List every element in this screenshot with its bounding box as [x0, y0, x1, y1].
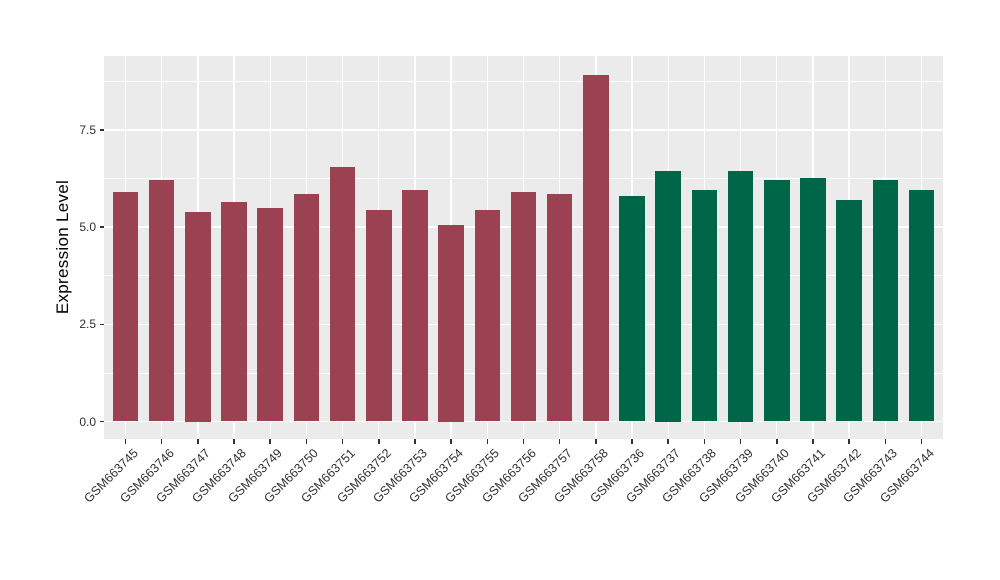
x-tick [812, 439, 814, 444]
x-tick [197, 439, 199, 444]
bar-gsm663751 [329, 166, 356, 422]
bar-gsm663736 [619, 195, 645, 422]
bar-gsm663756 [510, 192, 537, 422]
x-tick [124, 439, 127, 444]
x-tick [920, 439, 923, 444]
x-tick [522, 439, 525, 444]
bar-gsm663748 [221, 201, 247, 422]
x-tick [233, 439, 235, 444]
x-tick [558, 439, 561, 444]
x-tick [341, 439, 344, 444]
x-tick [305, 439, 308, 444]
y-tick [99, 226, 104, 228]
bar-gsm663740 [764, 180, 790, 422]
x-tick [450, 439, 452, 444]
y-tick [99, 323, 104, 326]
x-tick [776, 439, 778, 444]
bar-gsm663747 [185, 211, 211, 422]
bar-gsm663739 [727, 170, 754, 422]
bar-gsm663738 [691, 190, 718, 422]
x-tick [703, 439, 706, 444]
bar-gsm663749 [257, 207, 283, 422]
bar-gsm663752 [366, 209, 392, 422]
x-tick [884, 439, 887, 444]
bar-gsm663753 [402, 190, 428, 422]
x-tick [667, 439, 669, 444]
bar-gsm663743 [872, 180, 899, 422]
bar-gsm663745 [112, 192, 139, 422]
bar-gsm663742 [836, 199, 862, 422]
bar-gsm663741 [800, 178, 826, 422]
bar-gsm663750 [293, 194, 320, 422]
bar-gsm663737 [655, 170, 681, 422]
x-tick [739, 439, 742, 444]
x-tick [378, 439, 380, 444]
y-tick-label: 0.0 [79, 414, 96, 429]
bar-gsm663757 [546, 194, 573, 422]
bar-gsm663754 [438, 225, 464, 422]
bar-gsm663755 [474, 209, 501, 422]
bar-gsm663746 [148, 180, 175, 422]
y-tick [99, 129, 104, 131]
x-tick [486, 439, 489, 444]
y-tick-label: 7.5 [79, 122, 96, 137]
x-tick [595, 439, 597, 444]
x-tick [848, 439, 850, 444]
x-tick [160, 439, 163, 444]
plot-panel [104, 56, 943, 439]
y-tick [99, 420, 104, 423]
x-tick [631, 439, 633, 444]
y-tick-label: 5.0 [79, 220, 96, 235]
x-tick [414, 439, 416, 444]
bar-gsm663744 [908, 190, 935, 422]
y-axis-title: Expression Level [53, 179, 72, 315]
bar-gsm663758 [583, 75, 609, 422]
x-tick [269, 439, 271, 444]
y-tick-label: 2.5 [79, 317, 96, 332]
